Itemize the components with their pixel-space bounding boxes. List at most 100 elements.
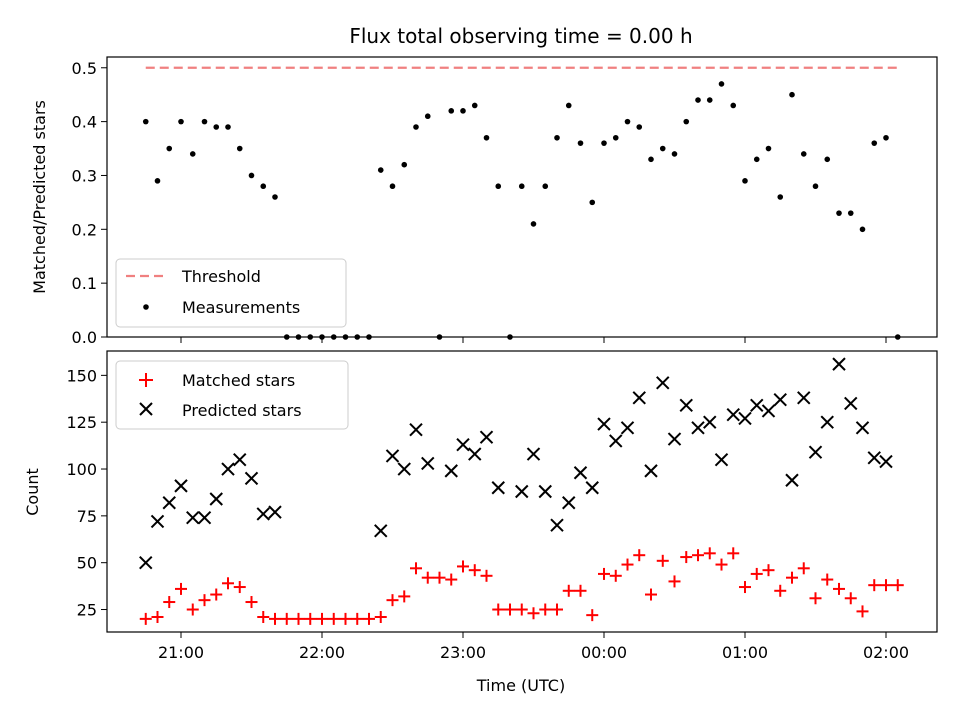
- measurement-point: [495, 183, 502, 190]
- matched-star-point: [386, 594, 399, 607]
- predicted-star-point: [479, 430, 494, 444]
- matched-star-point: [351, 612, 364, 625]
- matched-star-point: [786, 571, 798, 584]
- predicted-star-point: [855, 421, 870, 435]
- predicted-star-point: [750, 398, 764, 413]
- predicted-star-point: [738, 411, 752, 426]
- matched-star-point: [762, 564, 775, 577]
- legend-matched-swatch: [139, 373, 153, 387]
- matched-star-point: [257, 611, 270, 624]
- bottom-y-axis-title: Count: [23, 468, 42, 516]
- predicted-star-point: [150, 514, 165, 529]
- predicted-star-point: [844, 396, 858, 411]
- measurement-point: [248, 172, 255, 179]
- measurement-point: [448, 108, 455, 114]
- bottom-legend-box: [115, 360, 349, 430]
- top-panel: Flux total observing time = 0.00 h Match…: [30, 24, 938, 347]
- chart-title: Flux total observing time = 0.00 h: [349, 24, 692, 48]
- matched-star-point: [222, 577, 234, 590]
- measurement-point: [189, 151, 196, 157]
- matched-star-point: [175, 582, 187, 595]
- x-tick-label: 22:00: [299, 643, 345, 662]
- x-tick-label: 02:00: [863, 643, 909, 662]
- measurement-point: [142, 118, 149, 125]
- predicted-star-point: [421, 456, 435, 471]
- predicted-star-point: [538, 484, 552, 499]
- legend-matched-label: Matched stars: [182, 371, 295, 390]
- predicted-star-point: [867, 451, 881, 465]
- predicted-star-point: [785, 473, 799, 487]
- matched-star-point: [151, 611, 164, 624]
- measurement-point: [671, 151, 678, 157]
- predicted-star-point: [797, 391, 811, 405]
- x-axis-title: Time (UTC): [476, 676, 565, 695]
- measurement-point: [753, 156, 760, 163]
- predicted-star-point: [515, 484, 529, 499]
- matched-star-point: [844, 592, 857, 605]
- matched-star-point: [586, 609, 599, 622]
- measurement-point: [565, 102, 572, 109]
- matched-star-point: [551, 603, 563, 616]
- matched-star-point: [527, 607, 540, 620]
- matched-star-point: [868, 579, 881, 592]
- matched-star-point: [515, 603, 528, 616]
- matched-star-point: [504, 603, 516, 616]
- bottom-y-tick-label: 50: [77, 554, 97, 573]
- predicted-star-point: [585, 481, 599, 495]
- measurement-point: [542, 183, 549, 190]
- predicted-star-point: [174, 479, 188, 493]
- measurement-point: [260, 183, 267, 190]
- bottom-y-tick-label: 150: [66, 366, 97, 385]
- measurement-point: [695, 97, 701, 103]
- legend-predicted-label: Predicted stars: [182, 401, 302, 420]
- predicted-star-point: [186, 511, 200, 525]
- measurement-point: [377, 167, 384, 173]
- predicted-star-point: [703, 415, 717, 429]
- measurement-point: [272, 194, 278, 200]
- measurement-point: [154, 178, 161, 184]
- matched-star-point: [410, 562, 422, 575]
- predicted-star-point: [808, 445, 823, 459]
- matched-star-point: [363, 612, 375, 625]
- measurement-point: [683, 118, 690, 125]
- measurement-point: [554, 134, 560, 141]
- matched-star-point: [715, 558, 728, 571]
- bottom-y-tick-label: 125: [66, 413, 97, 432]
- predicted-star-point: [209, 492, 223, 506]
- matched-star-point: [891, 579, 904, 592]
- measurement-point: [518, 183, 525, 190]
- predicted-star-point: [397, 462, 411, 476]
- measurement-point: [612, 134, 619, 141]
- predicted-star-point: [256, 507, 270, 521]
- x-tick-label: 01:00: [722, 643, 768, 662]
- measurement-point: [648, 156, 654, 163]
- measurement-point: [659, 145, 666, 152]
- measurement-point: [800, 151, 807, 157]
- measurement-point: [577, 140, 584, 146]
- matched-star-point: [339, 612, 352, 625]
- matched-star-point: [269, 612, 281, 625]
- measurement-point: [883, 134, 889, 141]
- predicted-star-point: [550, 518, 564, 532]
- top-y-tick-label: 0.2: [72, 220, 97, 239]
- matched-star-point: [210, 588, 223, 601]
- matched-star-point: [609, 569, 622, 582]
- x-tick-label: 00:00: [581, 643, 627, 662]
- matched-star-point: [433, 571, 446, 584]
- measurement-point: [812, 183, 819, 190]
- bottom-y-tick-label: 75: [77, 507, 97, 526]
- top-legend: Threshold Measurements: [115, 258, 347, 328]
- predicted-star-point: [374, 524, 388, 538]
- measurement-point: [718, 81, 725, 87]
- measurement-point: [530, 221, 537, 227]
- matched-star-point: [457, 560, 469, 573]
- bottom-plot-frame: [106, 350, 938, 633]
- measurement-point: [460, 108, 466, 114]
- matched-star-point: [445, 573, 458, 586]
- measurement-point: [742, 178, 748, 184]
- matched-star-point: [468, 564, 481, 577]
- top-y-tick-label: 0.4: [72, 113, 97, 132]
- top-legend-box: [115, 258, 347, 328]
- measurement-point: [836, 210, 842, 216]
